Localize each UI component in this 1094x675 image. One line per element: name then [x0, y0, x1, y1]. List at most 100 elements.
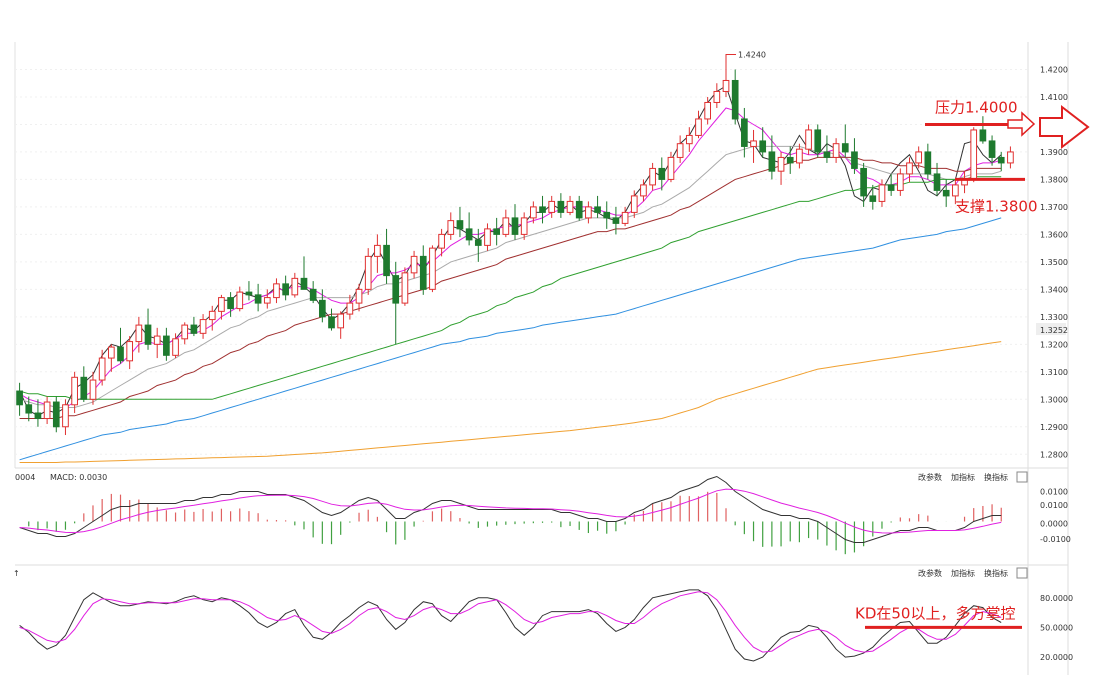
macd-button-1[interactable]: 加指标 [951, 472, 975, 482]
candle-body [566, 200, 574, 213]
candle-body [640, 184, 647, 197]
candle-body [62, 404, 69, 428]
candle-body [254, 294, 262, 304]
candle-body [300, 277, 308, 290]
price-tick-label: 1.3800 [1040, 175, 1068, 184]
candle-body [227, 297, 234, 310]
price-tick-label: 1.3600 [1040, 230, 1068, 239]
kd-button-2[interactable]: 换指标 [984, 568, 1008, 578]
candle-body [419, 255, 427, 290]
kd-button-1[interactable]: 加指标 [951, 568, 975, 578]
macd-dif-line [19, 475, 1002, 543]
macd-button-2[interactable]: 换指标 [984, 472, 1008, 482]
candle-body [337, 313, 345, 329]
candle-body [52, 401, 60, 428]
candle-body [107, 346, 115, 359]
price-tick-label: 1.2900 [1040, 423, 1068, 432]
candle-body [970, 129, 978, 180]
candle-body [43, 401, 51, 420]
candle-body [539, 206, 546, 213]
price-tick-label: 1.2800 [1040, 450, 1068, 459]
candle-body [575, 200, 583, 219]
candle-body [429, 247, 436, 290]
kd-button-0[interactable]: 改参数 [918, 568, 942, 578]
candle-body [722, 79, 730, 92]
candle-body [80, 376, 88, 400]
candle-body [493, 228, 500, 235]
candle-body [447, 220, 455, 235]
kd-tick-label: 50.0000 [1040, 623, 1073, 632]
candle-body [190, 324, 198, 334]
candle-body [676, 143, 684, 158]
candle-body [530, 206, 537, 219]
candle-body [695, 118, 702, 136]
kd-close-icon [1016, 567, 1028, 579]
candle-body [548, 200, 556, 213]
ma-line-ma30 [19, 156, 1002, 419]
candle-body [474, 239, 482, 246]
candle-body [630, 195, 638, 213]
candle-body [236, 291, 244, 310]
price-tick-label: 1.3200 [1040, 340, 1068, 349]
candle-body [465, 228, 473, 241]
candle-body [896, 173, 904, 191]
candle-body [328, 316, 335, 329]
last-price-label: 1.3252 [1040, 326, 1068, 335]
price-tick-label: 1.3500 [1040, 258, 1068, 267]
kd-tick-label: 80.0000 [1040, 594, 1073, 603]
candle-body [383, 244, 390, 277]
candle-body [346, 302, 354, 315]
last-price-box [1036, 323, 1066, 336]
candle-body [117, 346, 124, 362]
candle-body [933, 173, 941, 191]
candle-body [163, 335, 170, 356]
max-price-marker [725, 53, 737, 63]
candle-body [144, 324, 152, 345]
candle-body [374, 244, 381, 257]
candle-body [291, 277, 299, 296]
candle-body [153, 335, 161, 345]
candle-body [667, 156, 675, 180]
macd-button-0[interactable]: 改参数 [918, 472, 942, 482]
candle-body [649, 167, 656, 186]
candle-body [823, 151, 831, 158]
right-arrow-icon [1007, 111, 1036, 137]
ma-line-ma60 [19, 176, 1002, 400]
candle-body [658, 167, 666, 180]
price-panel: 1.2800 1.2900 1.3000 1.3100 1.3200 1.3300 1.34… [14, 42, 1069, 675]
candle-body [34, 412, 42, 420]
support-label: 支撑1.3800 [955, 197, 1038, 215]
candle-body [915, 151, 923, 164]
candle-body [263, 297, 271, 304]
price-tick-label: 1.3100 [1040, 368, 1068, 377]
candle-body [869, 195, 877, 202]
candle-body [364, 255, 372, 290]
candle-body [218, 297, 225, 312]
candle-body [731, 79, 739, 120]
candle-body [135, 324, 143, 343]
kd-panel: ↑ 改参数 加指标 换指标 80.0000 50.0000 20.0000 [13, 567, 1073, 662]
price-tick-label: 1.3000 [1040, 395, 1068, 404]
candle-body [520, 217, 528, 235]
resistance-label: 压力1.4000 [935, 98, 1018, 116]
candle-body [172, 338, 179, 356]
candle-body [878, 184, 886, 202]
candle-body [612, 217, 620, 224]
macd-header-label: MACD: 0.0030 [50, 473, 107, 482]
macd-close-icon [1016, 471, 1028, 483]
candle-body [979, 129, 987, 142]
candle-body [318, 299, 326, 318]
candle-body [786, 156, 794, 164]
kd-k-line [19, 589, 1002, 662]
candle-body [860, 167, 867, 197]
candle-body [126, 341, 134, 362]
candle-body [273, 283, 280, 299]
candle-body [511, 217, 519, 235]
candle-body [1007, 151, 1014, 164]
candle-body [309, 288, 317, 301]
macd-dea-line [19, 488, 1002, 534]
price-tick-label: 1.4100 [1040, 93, 1068, 102]
candle-body [392, 275, 400, 304]
price-tick-label: 1.4200 [1040, 65, 1068, 74]
